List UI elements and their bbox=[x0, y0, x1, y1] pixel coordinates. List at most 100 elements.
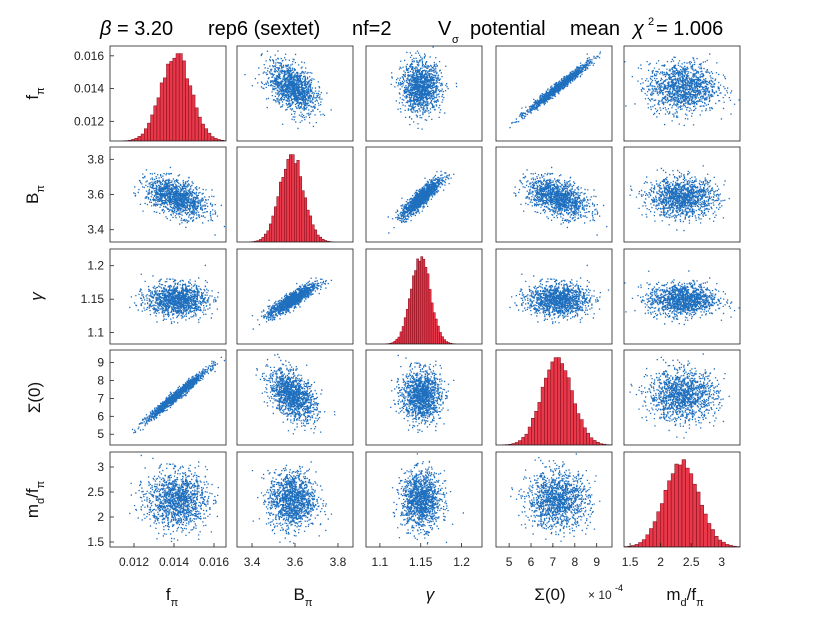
scatter-points bbox=[391, 453, 464, 545]
panel-Bpi-vs-Bpi bbox=[236, 146, 354, 243]
histogram-bar bbox=[175, 53, 180, 141]
xtick-label: 3.6 bbox=[287, 555, 304, 569]
title-v-sub: σ bbox=[452, 34, 459, 46]
histogram-bar bbox=[281, 177, 285, 242]
histogram-bar bbox=[527, 426, 532, 445]
xtick-label: 3.8 bbox=[330, 555, 347, 569]
histogram-bar bbox=[652, 521, 657, 547]
panel-frame bbox=[495, 45, 613, 142]
histogram-bar bbox=[207, 132, 212, 141]
histogram-bar bbox=[424, 267, 428, 344]
panel-frame bbox=[236, 146, 354, 243]
histogram-bar bbox=[279, 181, 283, 242]
panel-md_fpi-vs-sigma0 bbox=[495, 451, 613, 548]
scatter-points bbox=[244, 50, 332, 130]
histogram-bar bbox=[441, 336, 444, 344]
panel-frame bbox=[623, 248, 741, 345]
ytick-label: 2.5 bbox=[87, 485, 104, 499]
title-beta-value: = 3.20 bbox=[111, 18, 173, 40]
histogram-bar bbox=[134, 138, 139, 141]
histogram-bar bbox=[589, 437, 594, 445]
histogram-bar bbox=[595, 441, 600, 445]
scatter-points bbox=[255, 353, 336, 435]
scatter-points bbox=[629, 353, 730, 439]
histogram-bar bbox=[586, 432, 590, 445]
histogram-bar bbox=[410, 288, 413, 344]
scatter-points bbox=[624, 53, 740, 126]
histogram-bar bbox=[201, 123, 205, 141]
xtick-label: 2.5 bbox=[683, 555, 700, 569]
histogram-bar bbox=[641, 539, 647, 547]
histogram-bar bbox=[156, 97, 161, 141]
histogram-bar bbox=[638, 542, 643, 547]
histogram-bar bbox=[185, 78, 189, 141]
histogram-bar bbox=[194, 107, 199, 141]
panel-md_fpi-vs-Bpi bbox=[236, 451, 354, 548]
histogram-bar bbox=[426, 273, 430, 344]
histogram-bar bbox=[269, 223, 273, 242]
xtick-label: 0.016 bbox=[199, 555, 229, 569]
histogram-bar bbox=[166, 63, 170, 141]
xtick-label: 1.5 bbox=[622, 555, 639, 569]
panel-Bpi-vs-gamma bbox=[365, 146, 483, 243]
panel-Bpi-vs-fpi bbox=[109, 146, 227, 243]
histogram-bar bbox=[169, 61, 174, 141]
histogram-bar bbox=[291, 154, 295, 242]
ytick-label: 0.016 bbox=[74, 49, 104, 63]
histogram-bar bbox=[197, 116, 202, 141]
title-rep: rep6 (sextet) bbox=[208, 18, 320, 40]
histogram-bar bbox=[314, 229, 318, 242]
title-nf: nf=2 bbox=[352, 18, 391, 40]
histogram-bar bbox=[284, 168, 288, 242]
scatter-points bbox=[509, 264, 610, 325]
histogram-bar bbox=[688, 473, 694, 547]
panel-gamma-vs-gamma bbox=[365, 248, 483, 345]
ytick-label: 1.15 bbox=[81, 292, 105, 306]
panel-fpi-vs-Bpi bbox=[236, 45, 354, 142]
histogram-bar bbox=[304, 197, 308, 242]
xlabel-fpi: fπ bbox=[166, 585, 179, 609]
scatter-points bbox=[509, 51, 601, 129]
histogram-bar bbox=[544, 377, 548, 445]
histogram-bar bbox=[401, 326, 405, 344]
histogram-bar bbox=[566, 377, 571, 445]
xtick-label: 6 bbox=[528, 555, 535, 569]
histogram-bar bbox=[537, 402, 542, 445]
panel-sigma0-vs-sigma0 bbox=[495, 349, 613, 446]
histogram-bar bbox=[696, 491, 701, 547]
ytick-label: 3.8 bbox=[87, 152, 104, 166]
panel-frame bbox=[495, 349, 613, 446]
ytick-label: 2 bbox=[97, 510, 104, 524]
ytick-label: 3 bbox=[97, 460, 104, 474]
histogram-bar bbox=[681, 459, 686, 547]
panel-frame bbox=[236, 349, 354, 446]
panel-frame bbox=[495, 248, 613, 345]
panel-fpi-vs-fpi bbox=[109, 45, 227, 142]
histogram-bar bbox=[274, 206, 278, 242]
histogram-bar bbox=[309, 215, 313, 242]
histogram-bar bbox=[159, 82, 164, 141]
histogram-bar bbox=[649, 528, 654, 547]
xtick-label: 0.014 bbox=[159, 555, 189, 569]
xlabel-Bpi: Bπ bbox=[294, 585, 313, 609]
histogram-bar bbox=[439, 332, 442, 344]
panel-Bpi-vs-md_fpi bbox=[623, 146, 741, 243]
histogram-bar bbox=[443, 339, 446, 344]
xtick-label: 1.1 bbox=[372, 555, 389, 569]
panel-gamma-vs-sigma0 bbox=[495, 248, 613, 345]
title-v: V bbox=[438, 18, 452, 40]
histogram-bar bbox=[674, 463, 679, 547]
scatter-points bbox=[390, 354, 455, 433]
histogram-bar bbox=[670, 473, 676, 547]
histogram-bar bbox=[276, 196, 280, 242]
scatter-points bbox=[390, 46, 458, 130]
panel-sigma0-vs-fpi bbox=[109, 349, 227, 446]
xtick-label: 9 bbox=[593, 555, 600, 569]
histogram-bar bbox=[557, 357, 561, 445]
panel-md_fpi-vs-fpi bbox=[109, 451, 227, 548]
histogram-bar bbox=[319, 236, 323, 242]
svg-text:β = 3.20: β = 3.20 bbox=[99, 18, 173, 40]
histogram-bar bbox=[435, 318, 438, 344]
panel-gamma-vs-md_fpi bbox=[623, 248, 741, 345]
histogram-bar bbox=[204, 128, 209, 141]
